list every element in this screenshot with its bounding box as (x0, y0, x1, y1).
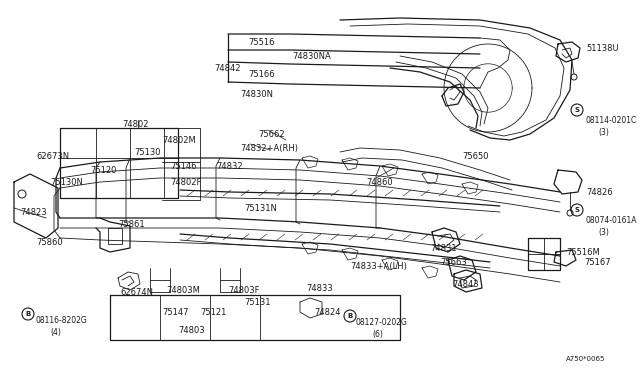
Text: 74803F: 74803F (228, 286, 259, 295)
Text: 74860: 74860 (366, 178, 392, 187)
Text: 08074-0161A: 08074-0161A (585, 216, 637, 225)
Text: 74830NA: 74830NA (292, 52, 331, 61)
Text: 74832+A(RH): 74832+A(RH) (240, 144, 298, 153)
Text: 75120: 75120 (90, 166, 116, 175)
Text: 75861: 75861 (118, 220, 145, 229)
Text: (4): (4) (50, 328, 61, 337)
Text: S: S (575, 207, 579, 213)
Text: 75860: 75860 (36, 238, 63, 247)
Text: 75166: 75166 (248, 70, 275, 79)
Text: 62673N: 62673N (36, 152, 69, 161)
Text: 74803: 74803 (178, 326, 205, 335)
Text: S: S (575, 107, 579, 113)
Text: 75130N: 75130N (50, 178, 83, 187)
Text: 75650: 75650 (462, 152, 488, 161)
Text: 75131: 75131 (244, 298, 271, 307)
Text: 75131N: 75131N (244, 204, 277, 213)
Text: 74802F: 74802F (170, 178, 202, 187)
Text: B: B (26, 311, 31, 317)
Text: 74843: 74843 (452, 280, 479, 289)
Text: 75147: 75147 (162, 308, 189, 317)
Text: 75130: 75130 (134, 148, 161, 157)
Text: 74823: 74823 (20, 208, 47, 217)
Text: 08116-8202G: 08116-8202G (36, 316, 88, 325)
Text: 74826: 74826 (586, 188, 612, 197)
Text: (3): (3) (598, 128, 609, 137)
Text: 74833: 74833 (306, 284, 333, 293)
Text: 74842: 74842 (214, 64, 241, 73)
Text: 74830N: 74830N (240, 90, 273, 99)
Text: 51138U: 51138U (586, 44, 619, 53)
Text: (3): (3) (598, 228, 609, 237)
Text: 74824: 74824 (314, 308, 340, 317)
Text: 75662: 75662 (258, 130, 285, 139)
Text: A750*0065: A750*0065 (566, 356, 605, 362)
Text: 75121: 75121 (200, 308, 227, 317)
Text: B: B (348, 313, 353, 319)
Text: 74832: 74832 (216, 162, 243, 171)
Text: 75167: 75167 (584, 258, 611, 267)
Text: 75516: 75516 (248, 38, 275, 47)
Text: (6): (6) (372, 330, 383, 339)
Text: 62674N: 62674N (120, 288, 153, 297)
Text: 75146: 75146 (170, 162, 196, 171)
Text: 74831: 74831 (430, 244, 456, 253)
Text: 74802M: 74802M (162, 136, 196, 145)
Text: 74802: 74802 (122, 120, 148, 129)
Text: 75516M: 75516M (566, 248, 600, 257)
Text: 74833+A(LH): 74833+A(LH) (350, 262, 407, 271)
Text: 08114-0201C: 08114-0201C (585, 116, 636, 125)
Text: 74803M: 74803M (166, 286, 200, 295)
Text: 75663: 75663 (440, 258, 467, 267)
Text: 08127-0202G: 08127-0202G (356, 318, 408, 327)
